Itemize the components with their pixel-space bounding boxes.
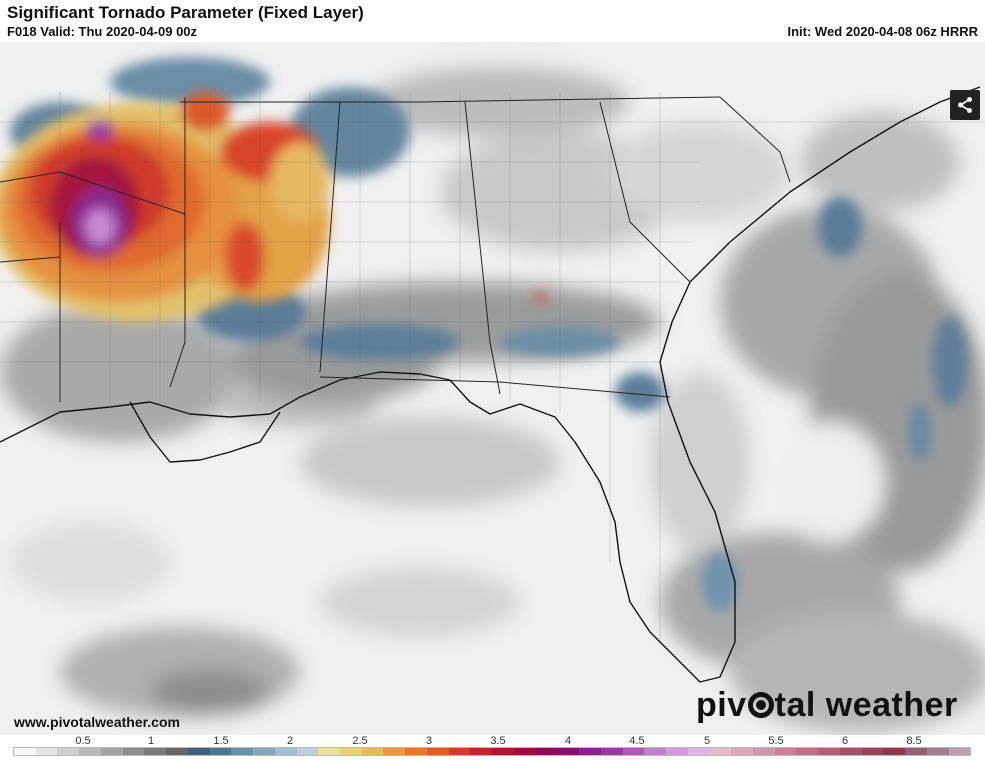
legend-swatch	[470, 748, 493, 755]
atlantic-field	[650, 112, 985, 732]
legend-swatch	[752, 748, 775, 755]
legend-swatch	[144, 748, 167, 755]
legend-swatch	[883, 748, 906, 755]
legend-swatch	[14, 748, 36, 755]
legend-swatch	[666, 748, 688, 755]
legend-swatch	[383, 748, 406, 755]
legend-swatch	[274, 748, 297, 755]
legend-tick-label: 4	[564, 735, 572, 747]
legend-swatch	[122, 748, 145, 755]
legend-swatch	[296, 748, 319, 755]
legend-swatch	[839, 748, 862, 755]
legend-swatch	[35, 748, 58, 755]
legend-tick-label: 5.5	[768, 735, 784, 747]
share-icon	[958, 97, 972, 113]
legend-tick-label: 1.5	[213, 735, 229, 747]
legend-swatch	[513, 748, 536, 755]
legend-swatch	[687, 748, 710, 755]
legend-tick-label: 8.5	[906, 735, 922, 747]
legend-swatch	[579, 748, 601, 755]
legend-swatch	[492, 748, 514, 755]
legend-tick-label: 6	[841, 735, 849, 747]
legend-swatch	[796, 748, 819, 755]
legend-swatch	[905, 748, 927, 755]
gear-icon	[747, 692, 774, 718]
map-header: Significant Tornado Parameter (Fixed Lay…	[0, 0, 985, 42]
legend-swatch	[731, 748, 753, 755]
brand-logo: piv tal weather	[696, 686, 958, 724]
legend-swatch	[166, 748, 188, 755]
color-legend: 0.5 1 1.5 2 2.5 3 3.5 4 4.5 5 5.5 6 8.5	[0, 735, 985, 761]
legend-swatch	[861, 748, 884, 755]
legend-swatch	[557, 748, 580, 755]
legend-swatch	[100, 748, 123, 755]
site-url[interactable]: www.pivotalweather.com	[14, 714, 180, 730]
legend-swatch	[600, 748, 623, 755]
legend-swatch	[79, 748, 101, 755]
legend-swatch	[318, 748, 341, 755]
map-title: Significant Tornado Parameter (Fixed Lay…	[7, 3, 364, 22]
legend-swatch	[361, 748, 384, 755]
legend-tick-label: 5	[703, 735, 711, 747]
legend-swatch	[231, 748, 254, 755]
coastline	[0, 86, 981, 683]
legend-swatch	[644, 748, 667, 755]
legend-swatch	[709, 748, 732, 755]
legend-tick-label: 3	[425, 735, 433, 747]
legend-swatch	[57, 748, 80, 755]
legend-swatch	[187, 748, 210, 755]
legend-color-bar	[13, 747, 971, 756]
legend-swatch	[340, 748, 362, 755]
legend-swatch	[818, 748, 840, 755]
legend-tick-label: 0.5	[75, 735, 91, 747]
legend-tick-label: 3.5	[490, 735, 506, 747]
legend-swatch	[253, 748, 275, 755]
legend-swatch	[426, 748, 449, 755]
legend-swatch	[926, 748, 949, 755]
legend-swatch	[405, 748, 427, 755]
legend-swatch	[448, 748, 471, 755]
legend-swatch	[622, 748, 645, 755]
legend-tick-label: 4.5	[629, 735, 645, 747]
map-canvas[interactable]: www.pivotalweather.com piv tal weather	[0, 42, 985, 735]
legend-swatch	[535, 748, 558, 755]
county-lines	[0, 92, 985, 642]
share-button[interactable]	[950, 90, 980, 120]
legend-swatch	[948, 748, 971, 755]
legend-swatch	[774, 748, 797, 755]
legend-tick-label: 1	[147, 735, 155, 747]
forecast-map-image	[0, 42, 985, 735]
legend-tick-label: 2.5	[352, 735, 368, 747]
valid-time: F018 Valid: Thu 2020-04-09 00z	[7, 24, 198, 39]
legend-swatch	[209, 748, 232, 755]
legend-tick-label: 2	[286, 735, 294, 747]
init-time: Init: Wed 2020-04-08 06z HRRR	[787, 24, 979, 39]
